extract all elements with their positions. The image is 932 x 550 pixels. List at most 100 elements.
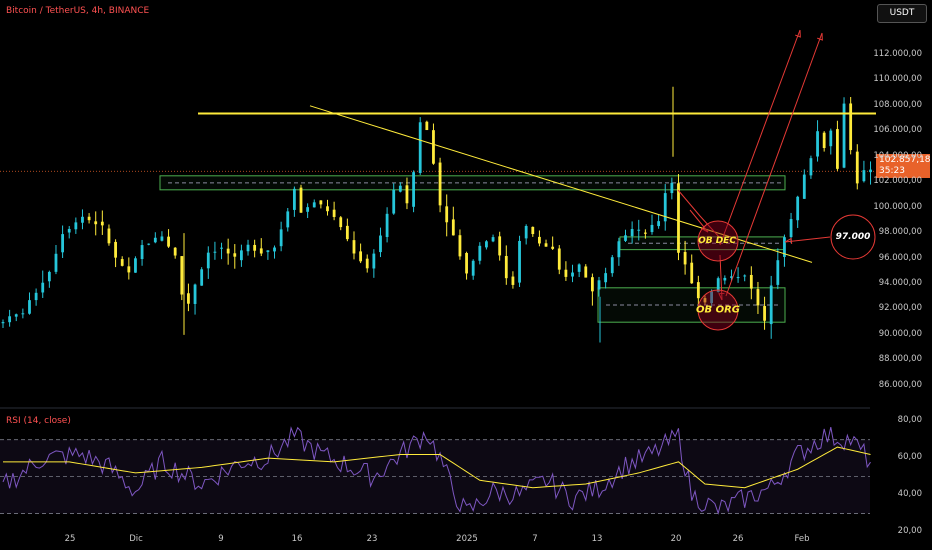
candle-body [127,266,131,273]
projection-arrow-up-2-head [817,32,823,41]
candle-body [240,250,243,261]
price-tick-label: 92.000,00 [878,303,922,314]
candle-body [100,221,104,226]
time-tick-label: 25 [64,534,76,544]
candle-body [763,306,766,321]
candle-body [259,248,263,254]
candle-body [743,275,747,277]
candle-body [604,273,608,283]
candle-body [690,262,694,284]
time-tick-label: 7 [532,534,538,544]
candle-body [869,169,872,173]
candle-body [345,225,349,240]
projection-arrow-down [689,209,709,233]
candle-body [531,226,535,235]
candle-body [855,151,859,184]
price-tick-label: 108.000,00 [873,99,922,110]
candle-body [849,103,853,151]
price-tick-label: 94.000,00 [878,278,922,288]
candle-body [670,182,674,194]
candle-body [67,228,71,233]
candle-body [385,213,389,238]
candlestick-series [1,86,872,343]
candle-body [8,316,12,323]
candle-body [557,248,561,270]
candle-body [61,234,65,253]
candle-body [590,277,594,292]
candle-body [220,247,223,249]
candle-body [74,222,78,230]
price-tick-label: 98.000,00 [878,227,922,238]
candle-body [597,280,601,290]
candle-body [193,284,197,304]
candle-body [756,289,760,306]
candle-body [504,255,508,279]
candle-body [643,232,647,234]
candle-body [696,282,700,299]
candle-body [286,211,290,228]
candle-body [564,269,568,277]
currency-button[interactable]: USDT [877,4,927,23]
rsi-tick-label: 40,00 [897,489,922,500]
candle-body [703,298,707,303]
target-arrow-head [784,237,793,245]
time-tick-label: 26 [732,534,744,544]
rsi-tick-label: 20,00 [897,526,922,536]
candle-body [120,259,124,266]
rsi-ma-line [3,446,871,489]
candle-body [160,236,164,241]
candle-body [544,243,548,247]
candle-body [28,300,31,314]
candle-body [683,251,687,265]
candle-body [491,237,495,242]
candle-body [657,221,661,227]
candle-body [213,251,217,253]
candle-body [134,258,137,273]
candle-body [776,260,780,285]
time-tick-label: 2025 [456,534,478,544]
projection-arrow-up-1-head [795,29,801,38]
ob-dec-label: OB DEC [698,236,736,246]
candle-body [332,209,336,217]
candle-body [677,183,680,253]
candle-body [292,188,296,210]
candle-body [392,189,396,214]
candle-body [326,206,329,212]
candle-body [842,103,846,168]
candle-body [518,240,521,283]
ob-org-circle [697,289,739,331]
candle-body [21,313,25,315]
rsi-line [2,426,871,515]
candle-body [451,219,455,236]
candle-body [352,240,356,254]
candle-body [14,314,18,317]
candle-body [372,253,376,269]
candle-body [736,277,740,279]
candle-body [246,244,250,252]
last-price-badge: 102.857,18 35:23 [876,154,931,178]
candle-body [511,276,515,285]
candle-body [173,247,177,256]
candle-body [789,219,793,238]
candle-body [485,241,488,248]
candle-body [319,200,323,205]
candle-body [802,174,806,199]
candle-body [577,264,581,272]
candle-body [180,256,184,295]
chart-title: Bitcoin / TetherUS, 4h, BINANCE [6,6,150,16]
candle-body [200,269,204,286]
candle-body [279,229,283,247]
price-tick-label: 88.000,00 [878,354,922,365]
candle-body [630,229,634,237]
candle-body [862,170,866,182]
candle-body [114,241,117,258]
price-tick-label: 102.000,00 [873,176,922,187]
candle-body [206,252,210,269]
candle-body [87,216,91,221]
candle-body [471,260,475,276]
candle-body [418,122,422,173]
candle-body [147,243,151,245]
projection-down-path [677,189,721,239]
candle-body [584,266,588,278]
